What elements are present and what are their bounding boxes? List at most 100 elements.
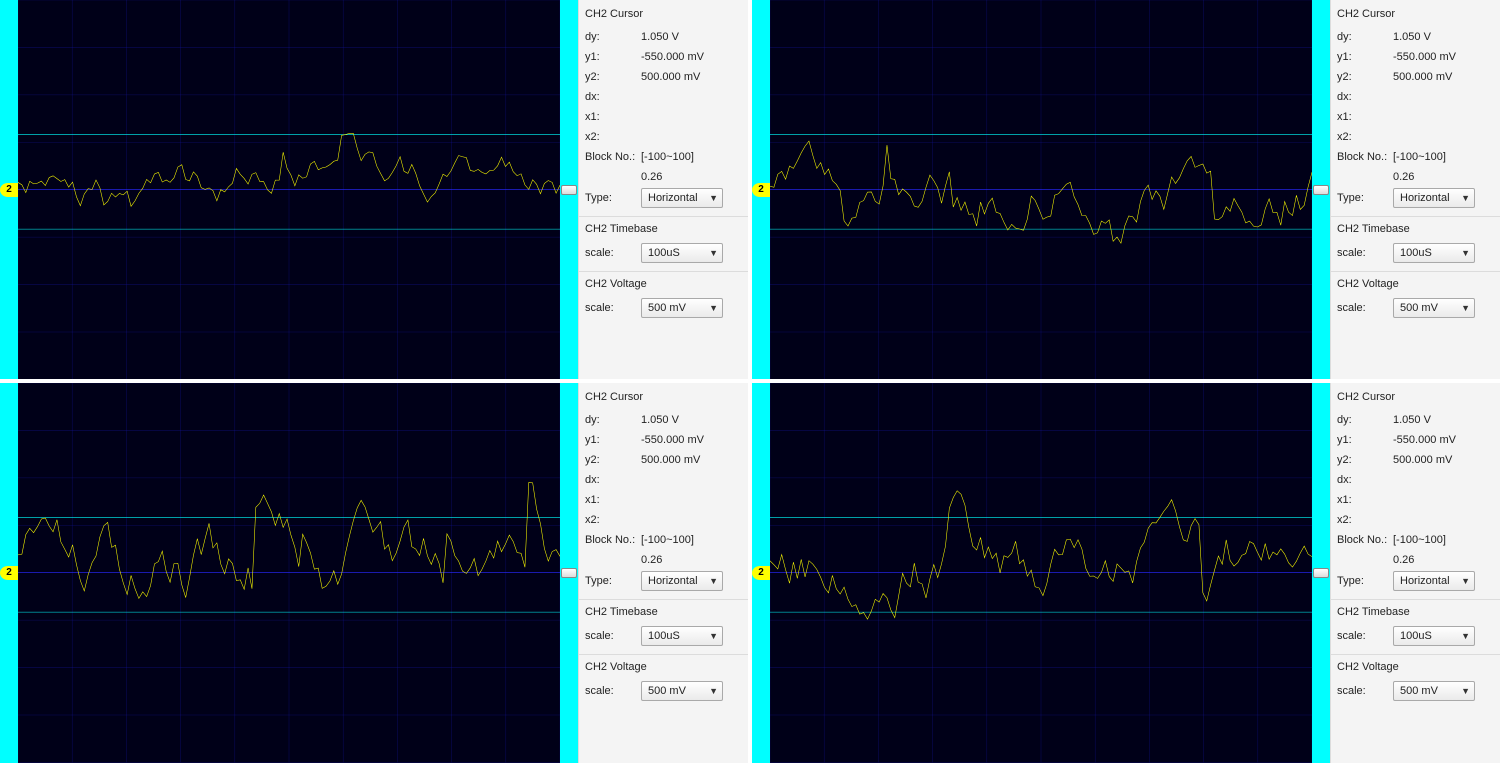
timebase-title: CH2 Timebase (1337, 221, 1494, 237)
scope-display[interactable] (770, 0, 1312, 379)
vertical-slider-thumb[interactable] (1313, 185, 1329, 195)
row-x2: x2: (585, 511, 742, 529)
value-block-sub: 0.26 (1393, 171, 1494, 183)
right-strip (1312, 383, 1330, 762)
timebase-scale-value: 100uS (1400, 247, 1432, 259)
timebase-scale-select[interactable]: 100uS▼ (641, 243, 723, 263)
channel-marker[interactable]: 2 (752, 566, 770, 580)
scope-display[interactable] (18, 0, 560, 379)
chevron-down-icon: ▼ (1461, 248, 1470, 258)
type-select-value: Horizontal (1400, 575, 1450, 587)
row-block: Block No.:[-100~100] (585, 148, 742, 166)
label-timebase-scale: scale: (1337, 630, 1393, 642)
row-voltage-scale: scale: 500 mV▼ (1337, 298, 1494, 318)
voltage-title: CH2 Voltage (1337, 659, 1494, 675)
channel-marker[interactable]: 2 (752, 183, 770, 197)
type-select-value: Horizontal (1400, 192, 1450, 204)
type-select[interactable]: Horizontal ▼ (1393, 188, 1475, 208)
row-voltage-scale: scale: 500 mV▼ (1337, 681, 1494, 701)
row-timebase-scale: scale: 100uS▼ (1337, 626, 1494, 646)
timebase-scale-select[interactable]: 100uS ▼ (1393, 243, 1475, 263)
channel-marker[interactable]: 2 (0, 566, 18, 580)
row-type: Type: Horizontal▼ (1337, 188, 1494, 208)
label-x1: x1: (1337, 494, 1393, 506)
row-dy: dy:1.050 V (585, 411, 742, 429)
row-x1: x1: (1337, 491, 1494, 509)
scope-area: 2 (0, 0, 578, 379)
timebase-scale-value: 100uS (1400, 630, 1432, 642)
channel-marker[interactable]: 2 (0, 183, 18, 197)
label-dy: dy: (1337, 31, 1393, 43)
type-select[interactable]: Horizontal▼ (1393, 571, 1475, 591)
label-dx: dx: (1337, 474, 1393, 486)
row-dx: dx: (1337, 471, 1494, 489)
label-type: Type: (1337, 575, 1393, 587)
voltage-scale-select[interactable]: 500 mV▼ (641, 681, 723, 701)
type-select-value: Horizontal (648, 192, 698, 204)
row-x2: x2: (585, 128, 742, 146)
chevron-down-icon: ▼ (1461, 303, 1470, 313)
scope-quadrant: 2 CH2 Cursor dy:1.050 V y1:-550.000 mV y… (0, 383, 748, 762)
scope-area: 2 (752, 383, 1330, 762)
voltage-title: CH2 Voltage (1337, 276, 1494, 292)
timebase-section: CH2 Timebase scale: 100uS ▼ (1331, 216, 1500, 271)
scope-quadrant: 2 CH2 Cursor dy:1.050 V y1:-550.000 mV y… (0, 0, 748, 379)
voltage-scale-value: 500 mV (1400, 685, 1438, 697)
right-strip (560, 383, 578, 762)
scope-display[interactable] (18, 383, 560, 762)
timebase-section: CH2 Timebase scale: 100uS▼ (1331, 599, 1500, 654)
chevron-down-icon: ▼ (709, 303, 718, 313)
row-y2: y2:500.000 mV (585, 68, 742, 86)
row-block-sub: 0.26 (1337, 168, 1494, 186)
row-y2: y2:500.000 mV (585, 451, 742, 469)
voltage-section: CH2 Voltage scale: 500 mV▼ (1331, 654, 1500, 709)
value-block: [-100~100] (641, 534, 742, 546)
timebase-scale-select[interactable]: 100uS▼ (1393, 626, 1475, 646)
value-y1: -550.000 mV (641, 51, 742, 63)
voltage-scale-select[interactable]: 500 mV▼ (1393, 298, 1475, 318)
value-block-sub: 0.26 (641, 554, 742, 566)
chevron-down-icon: ▼ (1461, 686, 1470, 696)
cursor-section: CH2 Cursor dy:1.050 V y1:-550.000 mV y2:… (579, 385, 748, 599)
row-block-sub: 0.26 (585, 551, 742, 569)
vertical-slider-thumb[interactable] (1313, 568, 1329, 578)
label-timebase-scale: scale: (585, 247, 641, 259)
row-x1: x1: (585, 108, 742, 126)
voltage-scale-select[interactable]: 500 mV▼ (641, 298, 723, 318)
row-dy: dy:1.050 V (1337, 28, 1494, 46)
control-panel: CH2 Cursor dy:1.050 V y1:-550.000 mV y2:… (578, 0, 748, 379)
row-x2: x2: (1337, 128, 1494, 146)
row-block: Block No.:[-100~100] (585, 531, 742, 549)
voltage-section: CH2 Voltage scale: 500 mV▼ (579, 654, 748, 709)
label-dy: dy: (585, 31, 641, 43)
row-timebase-scale: scale: 100uS▼ (585, 626, 742, 646)
cursor-section: CH2 Cursor dy:1.050 V y1:-550.000 mV y2:… (579, 2, 748, 216)
value-block: [-100~100] (1393, 151, 1494, 163)
type-select[interactable]: Horizontal▼ (641, 571, 723, 591)
vertical-slider-thumb[interactable] (561, 568, 577, 578)
label-type: Type: (585, 192, 641, 204)
vertical-slider-thumb[interactable] (561, 185, 577, 195)
label-dx: dx: (1337, 91, 1393, 103)
row-x1: x1: (1337, 108, 1494, 126)
scope-display[interactable] (770, 383, 1312, 762)
row-x2: x2: (1337, 511, 1494, 529)
label-type: Type: (585, 575, 641, 587)
value-dy: 1.050 V (641, 414, 742, 426)
chevron-down-icon: ▼ (1461, 193, 1470, 203)
chevron-down-icon: ▼ (709, 686, 718, 696)
cursor-section: CH2 Cursor dy:1.050 V y1:-550.000 mV y2:… (1331, 2, 1500, 216)
row-block-sub: 0.26 (585, 168, 742, 186)
type-select[interactable]: Horizontal▼ (641, 188, 723, 208)
row-dx: dx: (585, 88, 742, 106)
label-x2: x2: (585, 514, 641, 526)
timebase-scale-select[interactable]: 100uS▼ (641, 626, 723, 646)
right-strip (560, 0, 578, 379)
label-timebase-scale: scale: (1337, 247, 1393, 259)
label-block: Block No.: (1337, 534, 1393, 546)
label-y2: y2: (585, 71, 641, 83)
type-select-value: Horizontal (648, 575, 698, 587)
row-timebase-scale: scale: 100uS▼ (585, 243, 742, 263)
scope-quadrant: 2 CH2 Cursor dy:1.050 V y1:-550.000 mV y… (752, 383, 1500, 762)
voltage-scale-select[interactable]: 500 mV ▼ (1393, 681, 1475, 701)
